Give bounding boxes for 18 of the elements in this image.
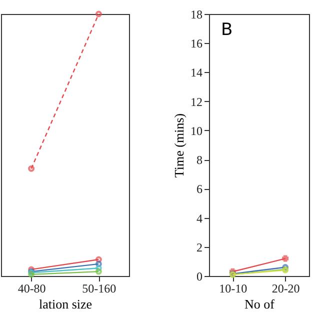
y-tick-label: 0 xyxy=(196,270,202,284)
x-tick-label: 10-10 xyxy=(219,282,248,296)
y-tick-label: 2 xyxy=(196,240,202,254)
annotation: B xyxy=(221,20,233,40)
y-tick-label: 4 xyxy=(196,211,202,226)
x-tick-label: 50-160 xyxy=(82,282,116,296)
x-axis-title: lation size xyxy=(38,296,92,312)
x-axis-title: No of xyxy=(244,296,276,312)
y-tick-label: 8 xyxy=(196,153,202,168)
y-tick-label: 10 xyxy=(190,124,202,138)
y-tick-label: 16 xyxy=(190,36,202,51)
y-tick-label: 14 xyxy=(190,66,202,80)
x-tick-label: 20-20 xyxy=(272,282,300,296)
y-tick-label: 6 xyxy=(196,182,202,196)
x-tick-label: 40-80 xyxy=(18,282,46,296)
y-tick-label: 12 xyxy=(190,94,202,109)
y-tick-label: 18 xyxy=(190,8,202,22)
y-axis-title: Time (mins) xyxy=(172,113,186,178)
